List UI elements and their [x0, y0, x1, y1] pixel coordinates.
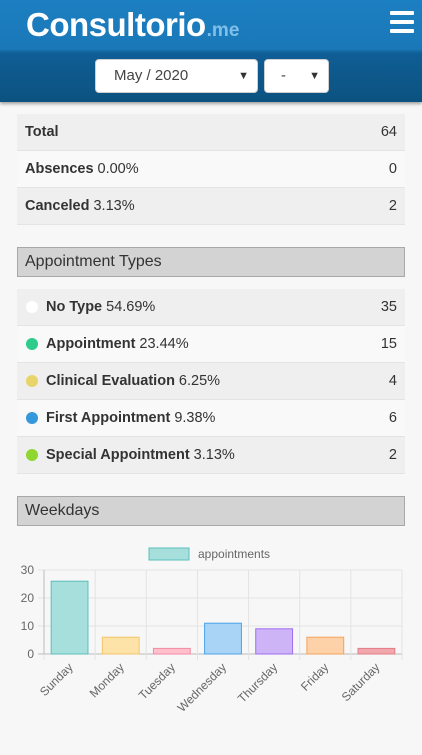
row-percent: 3.13%	[93, 198, 135, 214]
chevron-down-icon: ▼	[238, 70, 249, 82]
row-value: 0	[388, 161, 397, 177]
y-tick-label: 0	[27, 647, 34, 661]
row-percent: 6.25%	[178, 373, 221, 389]
x-tick-label: Sunday	[37, 660, 76, 699]
row-label: Clinical Evaluation	[46, 373, 175, 389]
type-row-clinical-evaluation: Clinical Evaluation 6.25% 4	[17, 363, 405, 400]
y-tick-label: 30	[21, 563, 35, 577]
logo-suffix-text: .me	[206, 20, 240, 41]
x-tick-label: Wednesday	[175, 660, 230, 715]
day-select[interactable]: - ▼	[264, 59, 329, 93]
top-bar: Consultorio .me May / 2020 ▼ - ▼	[0, 0, 422, 102]
day-select-value: -	[281, 67, 286, 84]
y-tick-label: 20	[21, 591, 35, 605]
bar-wednesday	[204, 622, 242, 655]
row-label: Special Appointment	[46, 447, 190, 463]
bar-saturday	[357, 647, 396, 655]
type-row-first-appointment: First Appointment 9.38% 6	[17, 400, 405, 437]
logo-main-text: Consultorio	[26, 6, 206, 43]
summary-row-total: Total 64	[17, 114, 405, 151]
bar-friday	[306, 636, 345, 655]
row-value: 15	[380, 336, 397, 352]
appointment-types-table: No Type 54.69% 35 Appointment 23.44% 15 …	[17, 289, 405, 474]
month-select-value: May / 2020	[114, 67, 189, 84]
x-tick-label: Monday	[87, 660, 127, 700]
summary-row-absences: Absences 0.00% 0	[17, 151, 405, 188]
x-tick-label: Friday	[298, 660, 331, 693]
x-tick-label: Saturday	[339, 660, 383, 704]
type-row-appointment: Appointment 23.44% 15	[17, 326, 405, 363]
chevron-down-icon: ▼	[309, 70, 320, 82]
app-logo[interactable]: Consultorio .me	[26, 6, 239, 50]
weekdays-chart: appointments 0 10 20 30 Sunday Monday Tuesday We…	[0, 540, 422, 750]
row-percent: 9.38%	[174, 410, 216, 426]
row-label: No Type	[46, 299, 103, 315]
color-dot-icon	[26, 412, 38, 424]
row-value: 2	[388, 198, 397, 214]
type-row-special-appointment: Special Appointment 3.13% 2	[17, 437, 405, 474]
x-tick-label: Tuesday	[136, 660, 178, 702]
y-tick-label: 10	[21, 619, 35, 633]
summary-table: Total 64 Absences 0.00% 0 Canceled 3.13%…	[17, 114, 405, 225]
hamburger-menu-icon[interactable]	[390, 11, 414, 33]
weekdays-header: Weekdays	[17, 496, 405, 526]
row-value: 35	[380, 299, 397, 315]
bar-thursday	[255, 628, 294, 655]
color-dot-icon	[26, 375, 38, 387]
summary-row-canceled: Canceled 3.13% 2	[17, 188, 405, 225]
row-percent: 54.69%	[106, 299, 156, 315]
x-tick-label: Thursday	[235, 660, 280, 705]
month-select[interactable]: May / 2020 ▼	[95, 59, 258, 93]
bar-sunday	[50, 580, 89, 655]
color-dot-icon	[26, 301, 38, 313]
row-value: 6	[388, 410, 397, 426]
row-value: 4	[388, 373, 397, 389]
color-dot-icon	[26, 449, 38, 461]
filters: May / 2020 ▼ - ▼	[95, 59, 329, 93]
legend-label: appointments	[198, 547, 270, 561]
color-dot-icon	[26, 338, 38, 350]
appointment-types-header: Appointment Types	[17, 247, 405, 277]
row-label: Absences	[25, 161, 94, 177]
row-label: Canceled	[25, 198, 90, 214]
row-label: Total	[25, 124, 59, 140]
row-percent: 23.44%	[139, 336, 189, 352]
row-percent: 3.13%	[193, 447, 235, 463]
bar-monday	[101, 636, 140, 655]
legend-swatch	[148, 547, 190, 561]
type-row-no-type: No Type 54.69% 35	[17, 289, 405, 326]
row-percent: 0.00%	[97, 161, 139, 177]
row-value: 64	[380, 124, 397, 140]
bar-tuesday	[152, 647, 191, 655]
row-value: 2	[388, 447, 397, 463]
row-label: Appointment	[46, 336, 136, 352]
row-label: First Appointment	[46, 410, 171, 426]
weekdays-bar-chart: appointments 0 10 20 30 Sunday Monday TuesdayWe…	[21, 547, 403, 715]
